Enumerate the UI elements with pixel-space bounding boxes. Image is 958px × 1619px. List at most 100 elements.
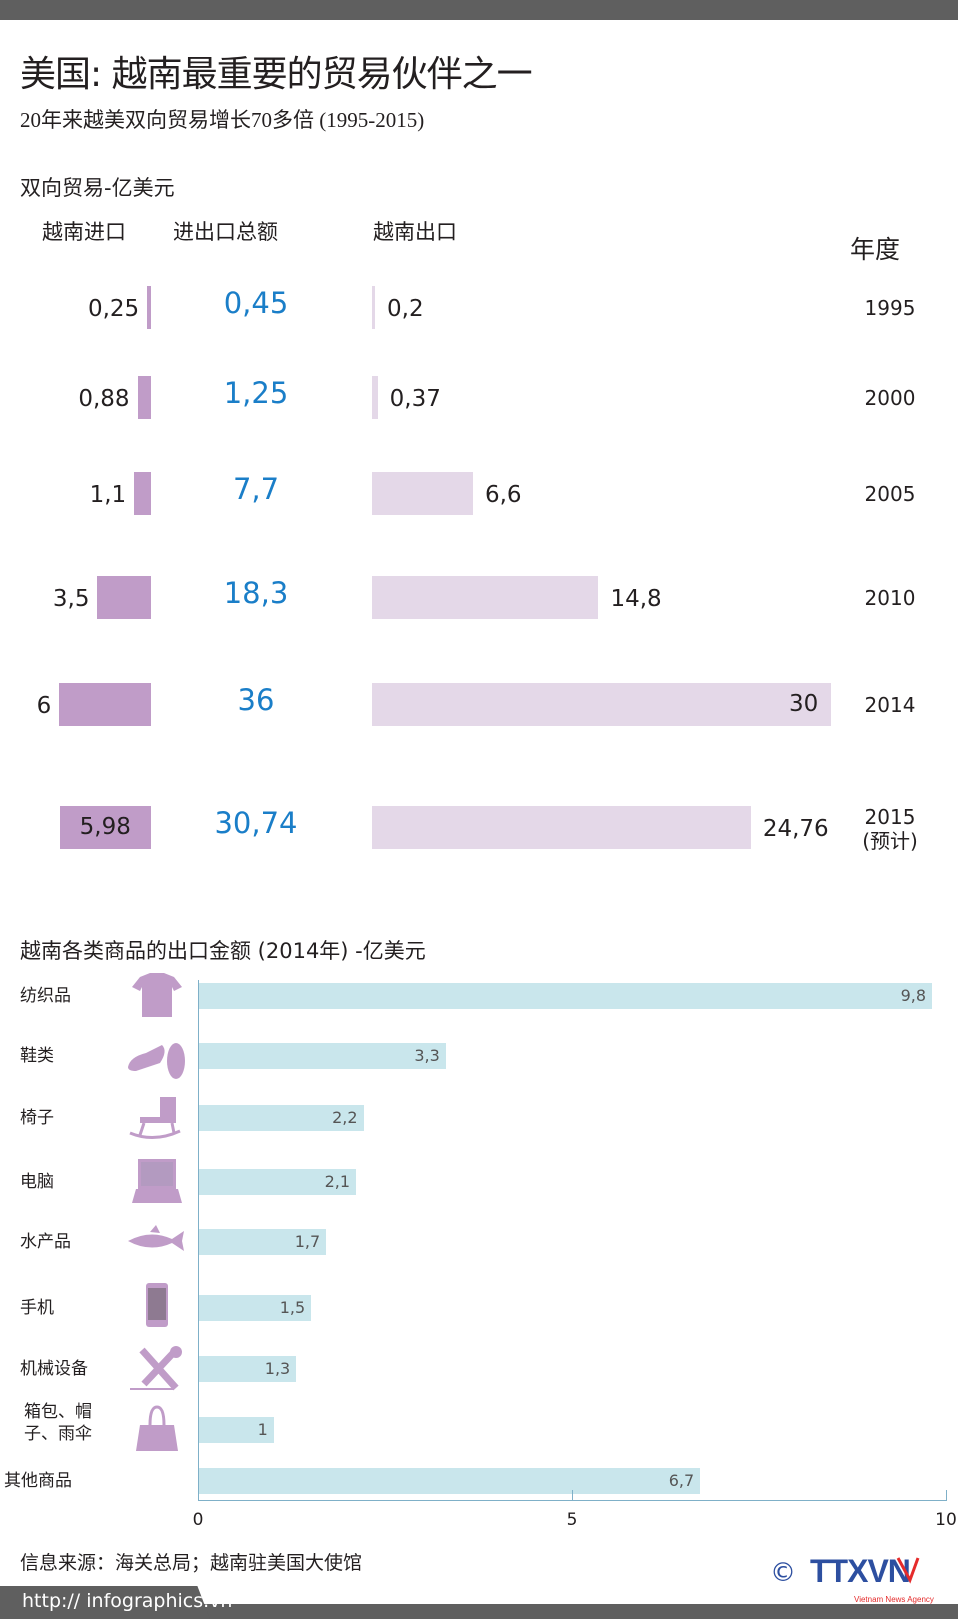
total-value: 36 <box>237 683 275 717</box>
year: 2000 <box>864 386 916 410</box>
year-header: 年度 <box>850 235 901 264</box>
export-bar <box>372 576 599 619</box>
export-value: 14,8 <box>610 586 662 612</box>
ttxvn-logo-mark: TTXVN Vietnam News Agency <box>810 1553 934 1604</box>
import-value: 0,25 <box>87 296 140 322</box>
import-value: 5,98 <box>79 814 131 840</box>
export-bar: 1,7 <box>199 1229 327 1255</box>
year-note: (预计) <box>862 829 918 853</box>
x-axis-line <box>198 1500 947 1501</box>
export-value: 24,76 <box>762 816 829 842</box>
import-bar <box>59 683 151 726</box>
category-label: 其他商品 <box>4 1471 72 1491</box>
year-label: 2005 <box>845 482 935 506</box>
import-bar <box>97 576 151 619</box>
total-value: 30,74 <box>214 806 298 840</box>
export-bar <box>372 806 751 849</box>
export-bar: 2,2 <box>199 1105 364 1131</box>
imports-header: 越南进口 <box>42 220 126 244</box>
export-bar: 1,5 <box>199 1295 312 1321</box>
tshirt-icon <box>132 973 182 1017</box>
category-label: 手机 <box>20 1298 54 1318</box>
x-tick <box>198 1490 199 1500</box>
export-value: 0,37 <box>389 386 441 412</box>
import-value: 0,88 <box>78 386 130 412</box>
export-bar: 2,1 <box>199 1169 357 1195</box>
year-label: 2000 <box>845 386 935 410</box>
page-title: 美国: 越南最重要的贸易伙伴之一 <box>20 54 533 95</box>
export-chart-title: 越南各类商品的出口金额 (2014年) -亿美元 <box>20 939 426 963</box>
total-value: 18,3 <box>223 576 289 610</box>
export-value: 30 <box>789 691 819 717</box>
handbag-icon <box>136 1405 178 1451</box>
year-label: 2015 (预计) <box>845 805 935 853</box>
trade-section-label: 双向贸易-亿美元 <box>20 176 175 200</box>
rocking-chair-icon <box>129 1097 181 1139</box>
import-bar <box>59 806 151 849</box>
category-label: 椅子 <box>20 1108 54 1128</box>
export-bar: 6,7 <box>199 1468 701 1494</box>
page-subtitle: 20年来越美双向贸易增长70多倍 (1995-2015) <box>20 108 425 132</box>
bar-value-label: 1 <box>257 1420 268 1439</box>
svg-text:TTXVN: TTXVN <box>810 1553 910 1589</box>
footer-tab <box>0 1586 210 1619</box>
year-label: 2010 <box>845 586 935 610</box>
import-bar <box>147 286 151 329</box>
export-bar: 9,8 <box>199 983 933 1009</box>
site-url[interactable]: http:// infographics.vn <box>22 1590 233 1612</box>
import-value: 6 <box>36 693 52 719</box>
category-label: 水产品 <box>20 1232 71 1252</box>
top-bar <box>0 0 958 20</box>
export-bar: 1,3 <box>199 1356 297 1382</box>
total-value: 1,25 <box>223 376 289 410</box>
x-tick <box>946 1490 947 1500</box>
year: 2010 <box>864 586 916 610</box>
category-label: 电脑 <box>20 1172 54 1192</box>
export-bar: 1 <box>199 1417 274 1443</box>
year: 2015 <box>864 805 916 829</box>
fish-icon <box>128 1225 184 1251</box>
year: 1995 <box>864 296 916 320</box>
bar-value-label: 6,7 <box>668 1471 695 1490</box>
export-bar <box>372 472 473 515</box>
x-tick-label: 10 <box>935 1510 957 1530</box>
x-tick-label: 5 <box>566 1510 578 1530</box>
bar-value-label: 2,1 <box>324 1172 351 1191</box>
year-label: 2014 <box>845 693 935 717</box>
category-label: 鞋类 <box>20 1046 54 1066</box>
export-bar <box>372 286 376 329</box>
total-value: 7,7 <box>232 472 280 506</box>
phone-icon <box>146 1283 168 1327</box>
y-axis-line <box>198 980 199 1500</box>
import-value: 1,1 <box>89 482 127 508</box>
category-label: 机械设备 <box>20 1359 88 1379</box>
import-value: 3,5 <box>52 586 90 612</box>
source-note: 信息来源：海关总局；越南驻美国大使馆 <box>20 1552 363 1574</box>
year-label: 1995 <box>845 296 935 320</box>
total-header: 进出口总额 <box>173 220 278 244</box>
x-tick <box>572 1490 573 1500</box>
total-value: 0,45 <box>223 286 289 320</box>
x-tick-label: 0 <box>192 1510 204 1530</box>
export-bar <box>372 683 831 726</box>
svg-text:Vietnam News Agency: Vietnam News Agency <box>854 1595 934 1604</box>
bar-value-label: 1,7 <box>294 1232 321 1251</box>
year: 2005 <box>864 482 916 506</box>
export-value: 0,2 <box>387 296 424 322</box>
copyright-symbol: © <box>770 1558 796 1588</box>
bar-value-label: 1,5 <box>279 1298 306 1317</box>
category-label: 纺织品 <box>20 986 71 1006</box>
export-bar: 3,3 <box>199 1043 446 1069</box>
year: 2014 <box>864 693 916 717</box>
import-bar <box>137 376 151 419</box>
bar-value-label: 9,8 <box>900 986 927 1005</box>
bar-value-label: 1,3 <box>264 1359 291 1378</box>
export-value: 6,6 <box>484 482 522 508</box>
category-label: 箱包、帽子、雨伞 <box>24 1402 92 1444</box>
shoes-icon <box>128 1043 185 1079</box>
laptop-icon <box>132 1159 182 1203</box>
import-bar <box>134 472 151 515</box>
bar-value-label: 2,2 <box>332 1108 358 1127</box>
exports-header: 越南出口 <box>373 220 457 244</box>
